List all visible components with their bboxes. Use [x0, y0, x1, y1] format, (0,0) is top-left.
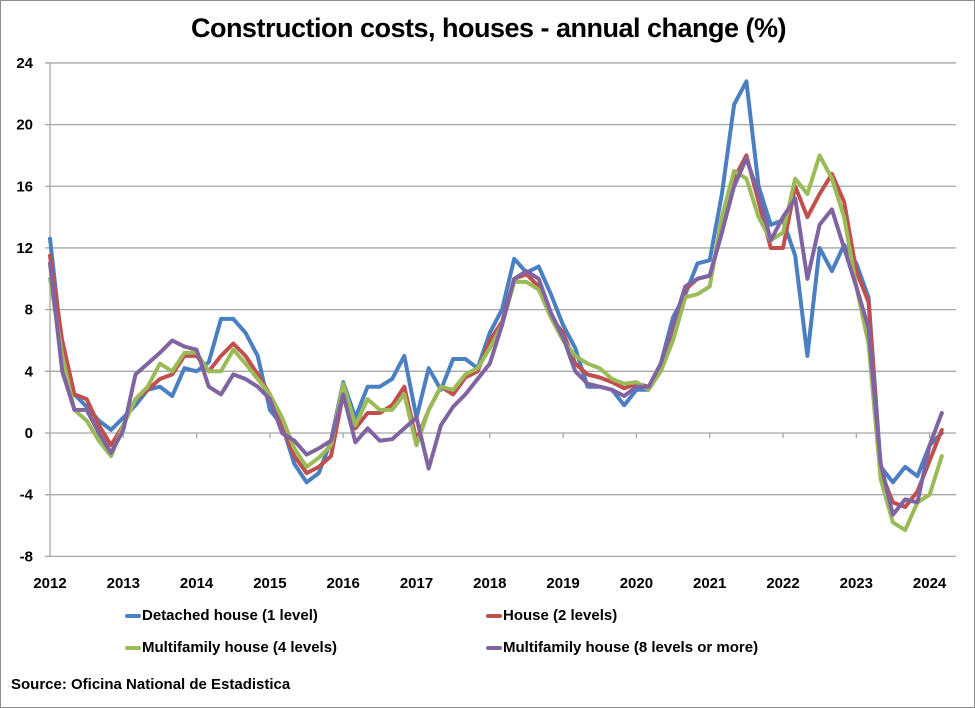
- y-tick-label: 8: [25, 302, 33, 319]
- x-tick-label: 2022: [766, 575, 799, 592]
- legend-item-multifamily-8: Multifamily house (8 levels or more): [486, 639, 758, 656]
- x-tick-label: 2019: [546, 575, 579, 592]
- legend-swatch-blue: [125, 613, 141, 618]
- legend-label: Detached house (1 level): [142, 607, 318, 624]
- x-tick-label: 2013: [107, 575, 140, 592]
- y-tick-label: 4: [25, 363, 34, 380]
- legend-item-house-2: House (2 levels): [486, 607, 617, 624]
- x-tick-label: 2015: [253, 575, 286, 592]
- x-tick-label: 2023: [840, 575, 873, 592]
- legend-swatch-red: [486, 613, 502, 618]
- x-tick-label: 2024: [913, 575, 947, 592]
- legend-swatch-green: [125, 645, 141, 650]
- y-tick-label: 20: [16, 117, 33, 134]
- legend-item-detached: Detached house (1 level): [125, 607, 318, 624]
- x-tick-label: 2021: [693, 575, 726, 592]
- legend-label: Multifamily house (4 levels): [142, 639, 338, 656]
- x-tick-label: 2018: [473, 575, 506, 592]
- y-tick-label: 12: [16, 240, 33, 257]
- legend-swatch-purple: [486, 645, 502, 650]
- x-tick-label: 2012: [33, 575, 66, 592]
- series-line-2: [48, 153, 944, 509]
- y-tick-label: 0: [25, 425, 33, 442]
- series-line-1: [48, 79, 944, 485]
- legend-label: House (2 levels): [503, 607, 618, 624]
- legend-label: Multifamily house (8 levels or more): [503, 639, 759, 656]
- source-note: Source: Oficina National de Estadistica: [11, 676, 291, 693]
- chart-title: Construction costs, houses - annual chan…: [190, 13, 787, 43]
- y-tick-label: -4: [20, 487, 34, 504]
- legend-item-multifamily-4: Multifamily house (4 levels): [125, 639, 337, 656]
- x-tick-label: 2017: [400, 575, 433, 592]
- x-tick-label: 2016: [327, 575, 360, 592]
- y-tick-label: 24: [16, 55, 33, 72]
- y-tick-label: 16: [16, 178, 33, 195]
- x-tick-label: 2020: [620, 575, 653, 592]
- x-tick-label: 2014: [180, 575, 214, 592]
- series-line-4: [48, 156, 944, 517]
- y-tick-label: -8: [20, 548, 33, 565]
